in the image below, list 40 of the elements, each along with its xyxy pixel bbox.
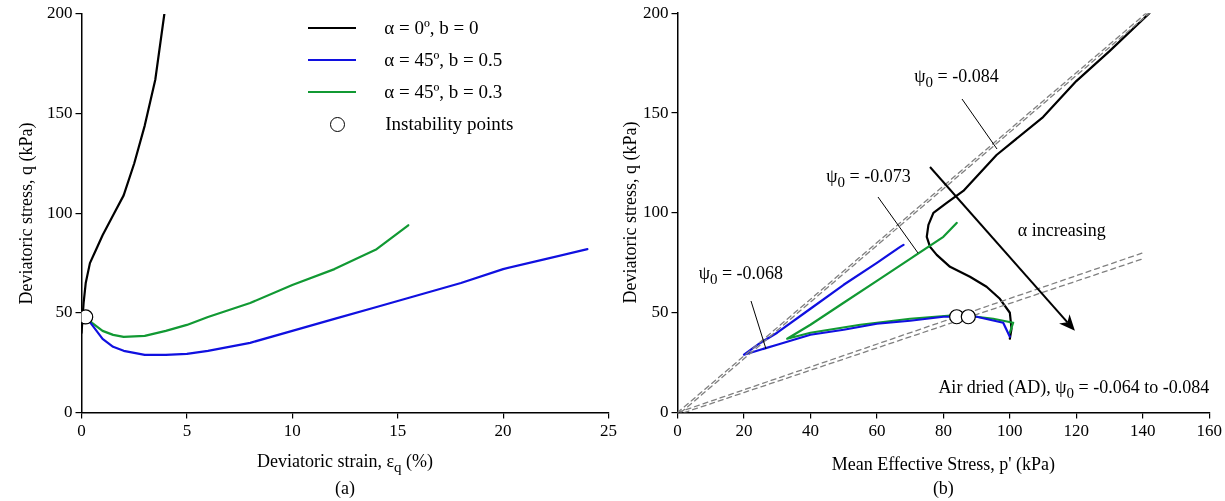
x-tick-label: 100 [997, 421, 1023, 441]
y-axis-title: Deviatoric stress, q (kPa) [620, 121, 641, 304]
y-axis-title: Deviatoric stress, q (kPa) [16, 122, 37, 305]
x-tick-label: 0 [673, 421, 682, 441]
legend-label: Instability points [385, 112, 514, 136]
y-tick-label: 0 [64, 402, 73, 422]
y-tick-label: 200 [47, 3, 73, 23]
x-tick-label: 40 [801, 421, 819, 441]
legend-label: α = 45º, b = 0.3 [384, 80, 503, 104]
y-tick-label: 0 [660, 402, 669, 422]
x-axis-title: Deviatoric strain, ε$_{q}$ (%) [257, 451, 433, 477]
annotation: ψ$_{0}$ = -0.073 [826, 166, 911, 192]
legend-label: α = 0º, b = 0 [384, 16, 479, 40]
x-tick-label: 80 [934, 421, 952, 441]
y-tick-label: 100 [47, 202, 73, 222]
text: (b) [932, 478, 954, 500]
y-tick-label: 150 [643, 102, 669, 122]
annotation: ψ$_{0}$ = -0.068 [698, 263, 784, 289]
y-tick-label: 200 [643, 2, 669, 22]
y-tick-label: 100 [643, 202, 669, 222]
y-tick-label: 150 [47, 103, 73, 123]
x-tick-label: 0 [77, 421, 86, 441]
x-tick-label: 5 [182, 421, 192, 441]
x-tick-label: 60 [868, 421, 886, 441]
annotation: Air dried (AD), ψ$_{0}$ = -0.064 to -0.084 [938, 376, 1210, 403]
x-tick-label: 25 [600, 421, 617, 441]
legend-label: α = 45º, b = 0.5 [384, 48, 503, 72]
x-tick-label: 15 [389, 421, 407, 441]
y-tick-label: 50 [651, 302, 669, 322]
x-axis-title: Mean Effective Stress, p' (kPa) [831, 454, 1056, 476]
x-tick-label: 160 [1196, 421, 1222, 441]
x-tick-label: 10 [283, 421, 301, 441]
x-tick-label: 20 [494, 421, 512, 441]
annotation: α increasing [1017, 220, 1106, 242]
x-tick-label: 140 [1130, 421, 1156, 441]
annotation: ψ$_{0}$ = -0.084 [914, 65, 999, 92]
y-tick-label: 50 [55, 302, 73, 322]
x-tick-label: 120 [1063, 421, 1090, 441]
text: (a) [335, 478, 355, 500]
x-tick-label: 20 [735, 421, 753, 441]
